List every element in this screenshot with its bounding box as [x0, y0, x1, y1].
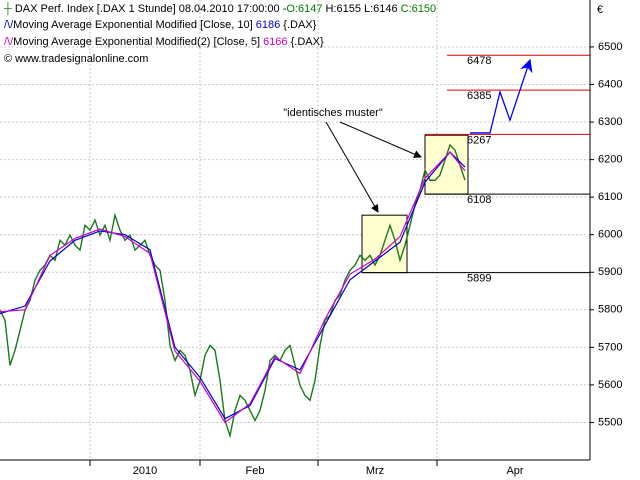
y-tick-label: 6500 — [598, 41, 622, 53]
level-label: 5899 — [467, 273, 491, 285]
y-tick-label: 5600 — [598, 379, 622, 391]
y-tick-label: 6400 — [598, 78, 622, 90]
legend-ma10: /\/Moving Average Exponential Modified [… — [4, 19, 317, 31]
legend-value: 6186 — [256, 19, 280, 31]
header-ohlc: L:6146 — [364, 3, 398, 15]
level-label: 6478 — [467, 55, 491, 67]
currency: € — [597, 4, 603, 16]
source: {.DAX} — [283, 19, 316, 31]
legend-name: Moving Average Exponential Modified [Clo… — [13, 19, 253, 31]
x-tick-label: Feb — [246, 465, 265, 477]
legend: ┼ DAX Perf. Index [.DAX 1 Stunde] 08.04.… — [3, 1, 436, 65]
y-tick-label: 5700 — [598, 341, 622, 353]
header-date: 08.04.2010 17:00:00 - — [179, 3, 287, 15]
legend-price: ┼ DAX Perf. Index [.DAX 1 Stunde] 08.04.… — [3, 1, 436, 16]
source: {.DAX} — [291, 36, 324, 48]
series-line — [0, 151, 466, 424]
annotation: "identisches muster" — [283, 107, 422, 213]
legend-name: Moving Average Exponential Modified(2) [… — [13, 36, 260, 48]
y-tick-label: 5800 — [598, 304, 622, 316]
series-line — [0, 143, 466, 439]
pattern-box — [424, 134, 469, 195]
y-tick-label: 5900 — [598, 266, 622, 278]
legend-value: 6166 — [263, 36, 287, 48]
x-tick-label: Apr — [506, 465, 523, 477]
legend-ma5: /\/Moving Average Exponential Modified(2… — [4, 36, 324, 48]
projection — [470, 58, 533, 134]
legend-name: DAX Perf. Index [.DAX 1 Stunde] — [15, 3, 176, 15]
separators — [89, 0, 438, 466]
x-tick-label: 2010 — [133, 465, 157, 477]
y-tick-label: 6100 — [598, 191, 622, 203]
y-tick-label: 6000 — [598, 229, 622, 241]
y-tick-label: 6200 — [598, 153, 622, 165]
plot: 6478 6385 6267 6108 5899 — [0, 46, 590, 439]
level-label: 6108 — [467, 194, 491, 206]
header-ohlc: H:6155 — [325, 3, 360, 15]
x-tick-label: Mrz — [366, 465, 384, 477]
y-tick-label: 6300 — [598, 116, 622, 128]
y-tick-label: 5500 — [598, 416, 622, 428]
level-label: 6267 — [467, 134, 491, 146]
header-ohlc: C:6150 — [401, 3, 436, 15]
level-label: 6385 — [467, 90, 491, 102]
annotation-text: "identisches muster" — [283, 107, 383, 119]
header-ohlc: O:6147 — [286, 3, 322, 15]
series-line — [0, 151, 466, 420]
copyright: © www.tradesignalonline.com — [4, 53, 148, 65]
